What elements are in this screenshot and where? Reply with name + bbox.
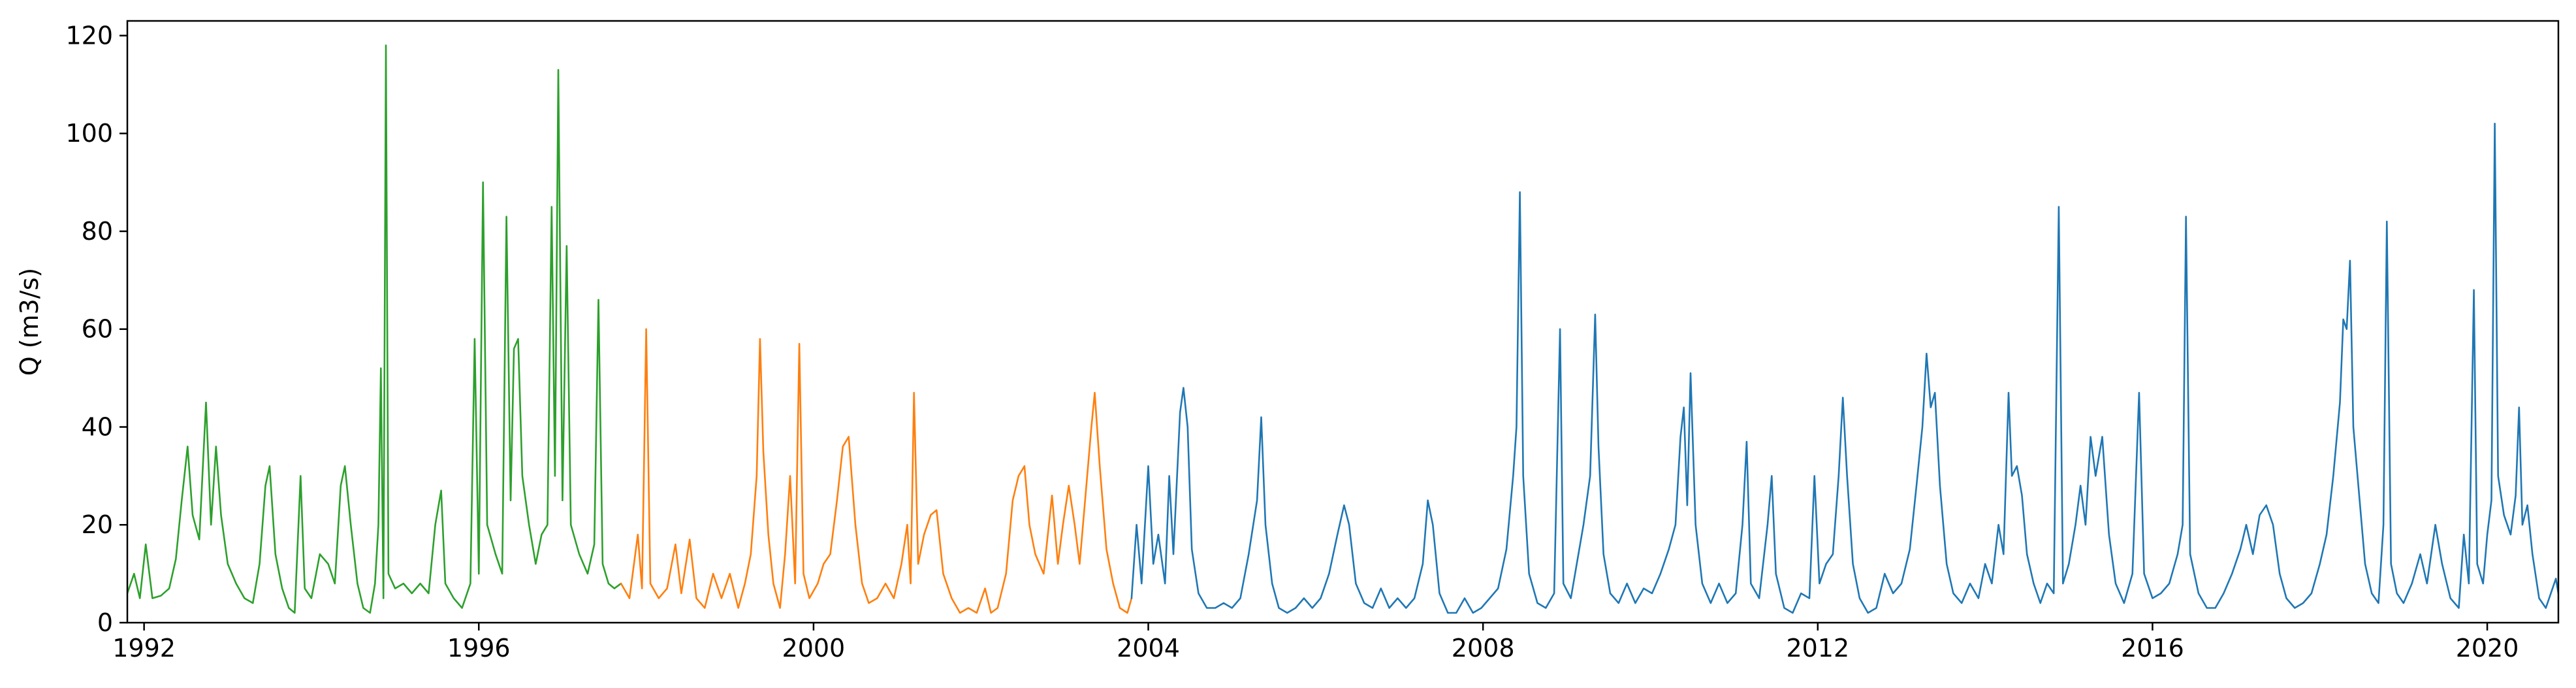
x-tick-label: 2020 [2456, 634, 2519, 663]
x-tick-label: 1992 [112, 634, 176, 663]
x-tick-label: 2008 [1452, 634, 1515, 663]
x-tick-label: 2004 [1117, 634, 1180, 663]
series-layer [127, 44, 2558, 614]
plot-frame [126, 20, 2560, 624]
x-tick-label: 2000 [782, 634, 846, 663]
plot-area: 1992 1996 2000 2004 2008 2012 2016 2020 0 20 40 60… [65, 20, 2560, 663]
x-tick-label: 1996 [447, 634, 511, 663]
y-tick-label: 20 [82, 510, 113, 539]
x-axis: 1992 1996 2000 2004 2008 2012 2016 2020 [112, 623, 2519, 663]
y-tick-label: 100 [65, 119, 113, 148]
y-tick-label: 40 [82, 412, 113, 441]
series-line-3 [1130, 122, 2558, 614]
y-tick-label: 60 [82, 315, 113, 344]
y-tick-label: 120 [65, 21, 113, 50]
y-axis-label: Q (m3/s) [15, 268, 44, 376]
y-axis: 0 20 40 60 80 100 120 [65, 21, 127, 637]
series-line-1 [127, 44, 622, 614]
y-tick-label: 80 [82, 217, 113, 246]
y-tick-label: 0 [97, 608, 113, 637]
x-tick-label: 2016 [2121, 634, 2184, 663]
series-line-2 [620, 328, 1133, 614]
x-tick-label: 2012 [1786, 634, 1849, 663]
